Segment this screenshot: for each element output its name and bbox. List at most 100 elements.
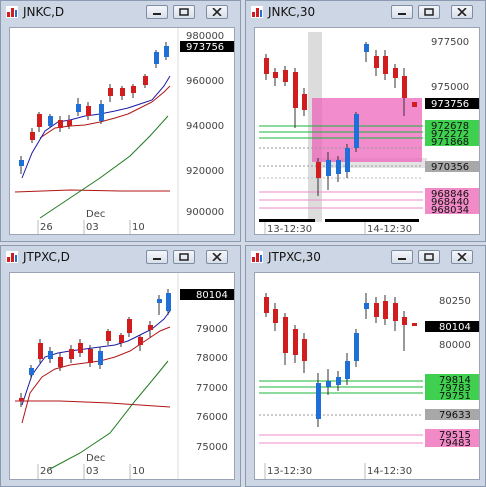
chart-window-jnkc-daily[interactable]: JNKC,D xyxy=(0,0,241,242)
close-button[interactable] xyxy=(451,5,473,19)
last-price-label: 80104 xyxy=(439,322,471,333)
level-box-green xyxy=(425,137,479,146)
maximize-button[interactable] xyxy=(418,5,440,19)
level-label: 79633 xyxy=(439,410,471,421)
x-label: 14-12:30 xyxy=(367,466,412,477)
minimize-button[interactable] xyxy=(146,5,168,19)
candle-down xyxy=(78,343,83,353)
last-price-box xyxy=(180,41,234,52)
candle-up xyxy=(345,361,350,379)
level-label: 968846 xyxy=(431,189,469,200)
candle-down xyxy=(58,357,63,367)
maximize-button[interactable] xyxy=(173,5,195,19)
y-label: 960000 xyxy=(186,76,224,87)
maximize-button[interactable] xyxy=(173,250,195,264)
chart-area[interactable]: 80250 80104 80000 79814 79783 79751 7963… xyxy=(254,272,480,480)
candle-up xyxy=(345,148,350,172)
y-label: 79000 xyxy=(196,324,228,335)
level-box-green xyxy=(425,383,479,392)
maximize-button[interactable] xyxy=(418,250,440,264)
y-label: 76000 xyxy=(196,412,228,423)
month-label: Dec xyxy=(86,453,105,464)
candle-down xyxy=(383,301,388,319)
candle-down xyxy=(143,76,148,85)
titlebar[interactable]: JNKC,D xyxy=(1,1,240,25)
last-price-box xyxy=(425,321,479,332)
app-chart-icon xyxy=(6,6,18,18)
intraday-candle-chart: 80250 80104 80000 79814 79783 79751 7963… xyxy=(259,293,479,479)
level-label: 79751 xyxy=(439,391,471,402)
chart-window-jtpxc-30min[interactable]: JTPXC,30 xyxy=(245,245,486,487)
selection-shadow xyxy=(315,158,427,168)
close-button[interactable] xyxy=(206,5,228,19)
x-label: 03 xyxy=(86,466,99,477)
candle-down xyxy=(67,120,72,126)
candle-up xyxy=(354,333,359,361)
candle-down xyxy=(293,329,298,355)
y-label: 970356 xyxy=(431,162,469,173)
window-title: JNKC,30 xyxy=(268,5,316,19)
x-label: 13-12:30 xyxy=(267,224,312,234)
minimize-button[interactable] xyxy=(391,5,413,19)
candles xyxy=(19,289,171,407)
candle-down xyxy=(119,335,124,343)
candle-up xyxy=(354,114,359,148)
candle-down xyxy=(131,86,136,93)
close-button[interactable] xyxy=(206,250,228,264)
minimize-button[interactable] xyxy=(391,250,413,264)
ma-fast-line xyxy=(21,75,171,179)
candle-down xyxy=(302,94,307,110)
last-price-label: 973756 xyxy=(186,42,224,53)
y-label: 940000 xyxy=(186,121,224,132)
session-bar xyxy=(325,219,419,222)
minimize-button[interactable] xyxy=(146,250,168,264)
level-box-pink xyxy=(425,205,479,214)
close-button[interactable] xyxy=(451,250,473,264)
titlebar[interactable]: JTPXC,D xyxy=(1,246,240,270)
ma-fast-line xyxy=(21,310,171,406)
month-label: Dec xyxy=(86,209,105,220)
daily-candle-chart: 980000 973756 960000 940000 920000 90000… xyxy=(14,28,234,234)
candle-down xyxy=(402,317,407,325)
candle-down xyxy=(69,349,74,359)
x-label: 10 xyxy=(132,222,145,233)
candle-up xyxy=(48,351,53,359)
candle-up xyxy=(19,160,24,166)
chart-window-jnkc-30min[interactable]: JNKC,30 xyxy=(245,0,486,242)
candles xyxy=(19,42,169,174)
candles xyxy=(264,42,417,196)
candle-down xyxy=(264,297,269,313)
candle-up xyxy=(98,351,103,365)
level-label: 971868 xyxy=(431,137,469,148)
y-label: 77000 xyxy=(196,383,228,394)
chart-area[interactable]: 80104 79000 78000 77000 76000 75000 Dec … xyxy=(9,272,235,480)
session-bar xyxy=(259,219,315,222)
candle-down xyxy=(37,114,42,127)
chart-window-jtpxc-daily[interactable]: JTPXC,D xyxy=(0,245,241,487)
window-title: JTPXC,30 xyxy=(268,250,321,264)
candle-down xyxy=(412,323,417,326)
titlebar[interactable]: JNKC,30 xyxy=(246,1,485,25)
candle-up xyxy=(326,381,331,387)
chart-area[interactable]: 977500 975000 973756 972678 972272 97186… xyxy=(254,27,480,235)
candle-down xyxy=(108,88,113,96)
y-label: 80000 xyxy=(439,340,471,351)
candle-down xyxy=(293,72,298,108)
level-box-pink xyxy=(425,429,479,439)
level-label: 79814 xyxy=(439,375,471,386)
app-chart-icon xyxy=(251,6,263,18)
level-label: 968034 xyxy=(431,205,469,216)
ma-long-line xyxy=(15,400,171,408)
candle-up xyxy=(364,303,369,309)
candle-up xyxy=(48,116,53,126)
candle-down xyxy=(273,72,278,78)
level-box-pink xyxy=(425,438,479,447)
level-box-pink xyxy=(425,197,479,206)
titlebar[interactable]: JTPXC,30 xyxy=(246,246,485,270)
candle-up xyxy=(316,383,321,419)
chart-area[interactable]: 980000 973756 960000 940000 920000 90000… xyxy=(9,27,235,235)
candle-down xyxy=(283,317,288,353)
x-label: 10 xyxy=(132,466,145,477)
window-title: JTPXC,D xyxy=(23,250,70,264)
candle-down xyxy=(374,303,379,317)
